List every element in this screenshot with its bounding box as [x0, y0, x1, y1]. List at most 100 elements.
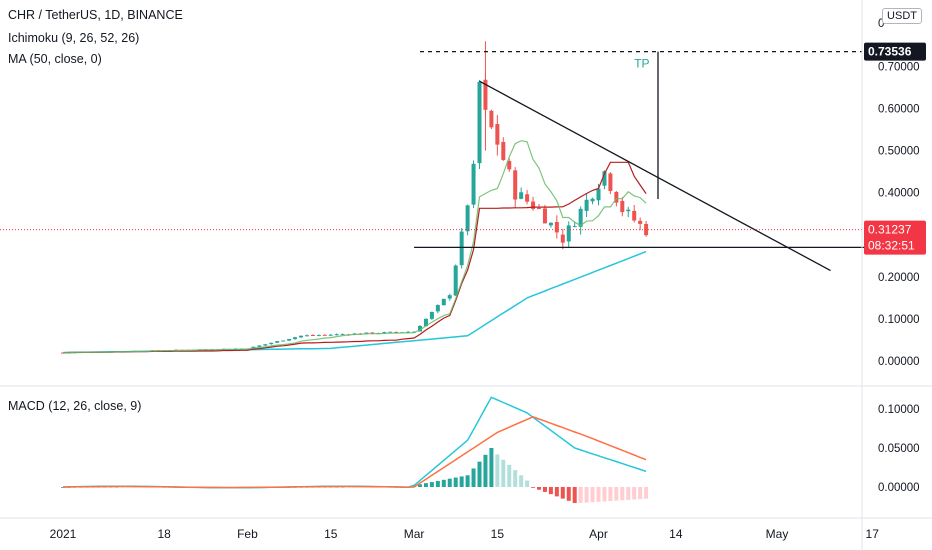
x-tick-label: Apr	[589, 527, 608, 541]
macd-histogram-bar	[572, 487, 577, 504]
candle-body	[644, 223, 649, 236]
candle-body	[620, 200, 625, 213]
candle-body	[608, 173, 613, 191]
macd-histogram-bar	[61, 487, 65, 488]
macd-line	[62, 396, 647, 489]
macd-histogram-bar	[638, 487, 643, 500]
macd-histogram-bar	[602, 487, 607, 502]
candle-body	[626, 209, 631, 212]
macd-histogram-bar	[620, 487, 625, 501]
macd-histogram-bar	[507, 464, 512, 487]
macd-histogram-bar	[513, 470, 518, 487]
macd-y-tick-label: 0.00000	[878, 482, 920, 494]
macd-histogram-bar	[548, 487, 553, 495]
candle-body	[459, 231, 464, 266]
macd-histogram-bar	[578, 487, 583, 503]
macd-histogram-bar	[537, 487, 541, 490]
candle-body	[293, 337, 298, 340]
y-tick-label: 0.60000	[878, 104, 920, 116]
macd-histogram-bar	[632, 487, 637, 500]
candle-body	[590, 198, 595, 202]
macd-histogram-bar	[554, 487, 559, 497]
candle-body	[465, 205, 470, 232]
macd-legend[interactable]: MACD (12, 26, close, 9)	[8, 399, 142, 413]
macd-histogram-bar	[453, 477, 458, 487]
macd-histogram-bar	[531, 487, 536, 488]
macd-y-tick-label: 0.10000	[878, 404, 920, 416]
candle-body	[489, 110, 494, 128]
macd-histogram-bar	[447, 478, 452, 487]
symbol-legend[interactable]: CHR / TetherUS, 1D, BINANCE	[8, 8, 183, 22]
macd-histogram-bar	[477, 461, 482, 487]
candle-body	[531, 201, 536, 209]
target-price-label: 0.73536	[868, 45, 912, 59]
candle-body	[548, 222, 553, 226]
candle-body	[388, 331, 393, 333]
macd-histogram-bar	[560, 487, 565, 499]
y-tick-label: 0.10000	[878, 314, 920, 326]
candle-body	[382, 332, 387, 334]
macd-histogram-bar	[525, 480, 530, 487]
candle-body	[519, 192, 524, 199]
x-tick-label: May	[766, 527, 789, 541]
candle-body	[328, 334, 333, 336]
candle-body	[584, 199, 589, 211]
x-tick-label: 17	[866, 527, 880, 541]
candle-body	[638, 220, 643, 224]
candle-body	[614, 191, 619, 203]
candle-body	[281, 340, 286, 342]
ma-50-line	[62, 250, 647, 354]
candle-body	[471, 163, 476, 205]
candle-body	[560, 234, 565, 243]
candle-body	[61, 352, 65, 354]
candle-body	[418, 326, 422, 332]
candle-body	[572, 226, 577, 228]
y-tick-label: 0.20000	[878, 272, 920, 284]
ma-legend[interactable]: MA (50, close, 0)	[8, 52, 102, 66]
macd-histogram-bar	[423, 483, 428, 487]
candle-body	[525, 194, 530, 202]
y-tick-label: 0.70000	[878, 62, 920, 74]
price-pane[interactable]: TP	[0, 41, 879, 354]
candle-body	[578, 208, 583, 227]
candle-body	[429, 311, 434, 319]
current-price-label: 0.31237	[868, 223, 912, 237]
currency-selector[interactable]: USDT	[882, 8, 922, 24]
candle-body	[275, 341, 280, 343]
candle-body	[263, 344, 268, 346]
candle-body	[394, 331, 399, 333]
tp-label: TP	[634, 57, 649, 71]
macd-histogram-bar	[584, 487, 589, 503]
candle-body	[316, 335, 321, 337]
candle-body	[423, 318, 428, 327]
x-tick-label: Mar	[404, 527, 425, 541]
candle-body	[304, 335, 309, 337]
candle-body	[554, 222, 559, 233]
macd-histogram-bar	[590, 487, 595, 503]
macd-histogram-bar	[566, 487, 571, 501]
target-price-badge	[864, 42, 926, 61]
candle-body	[310, 335, 315, 337]
candle-body	[513, 170, 518, 200]
candle-body	[370, 332, 375, 334]
candle-body	[322, 334, 327, 336]
candle-body	[340, 334, 345, 336]
macd-histogram-bar	[519, 475, 524, 487]
candle-body	[542, 208, 547, 224]
x-tick-label: 14	[669, 527, 683, 541]
ichimoku-legend[interactable]: Ichimoku (9, 26, 52, 26)	[8, 31, 140, 45]
macd-y-tick-label: 0.05000	[878, 443, 920, 455]
macd-pane[interactable]	[61, 396, 649, 504]
candle-body	[507, 161, 512, 170]
macd-histogram-bar	[608, 487, 613, 502]
macd-histogram-bar	[418, 484, 422, 487]
candle-body	[602, 171, 607, 186]
macd-histogram-bar	[459, 476, 464, 487]
macd-histogram-bar	[483, 454, 488, 487]
candle-body	[596, 188, 601, 201]
candle-body	[441, 298, 446, 306]
macd-histogram-bar	[596, 487, 601, 502]
y-tick-label-partial: 0	[878, 18, 884, 30]
